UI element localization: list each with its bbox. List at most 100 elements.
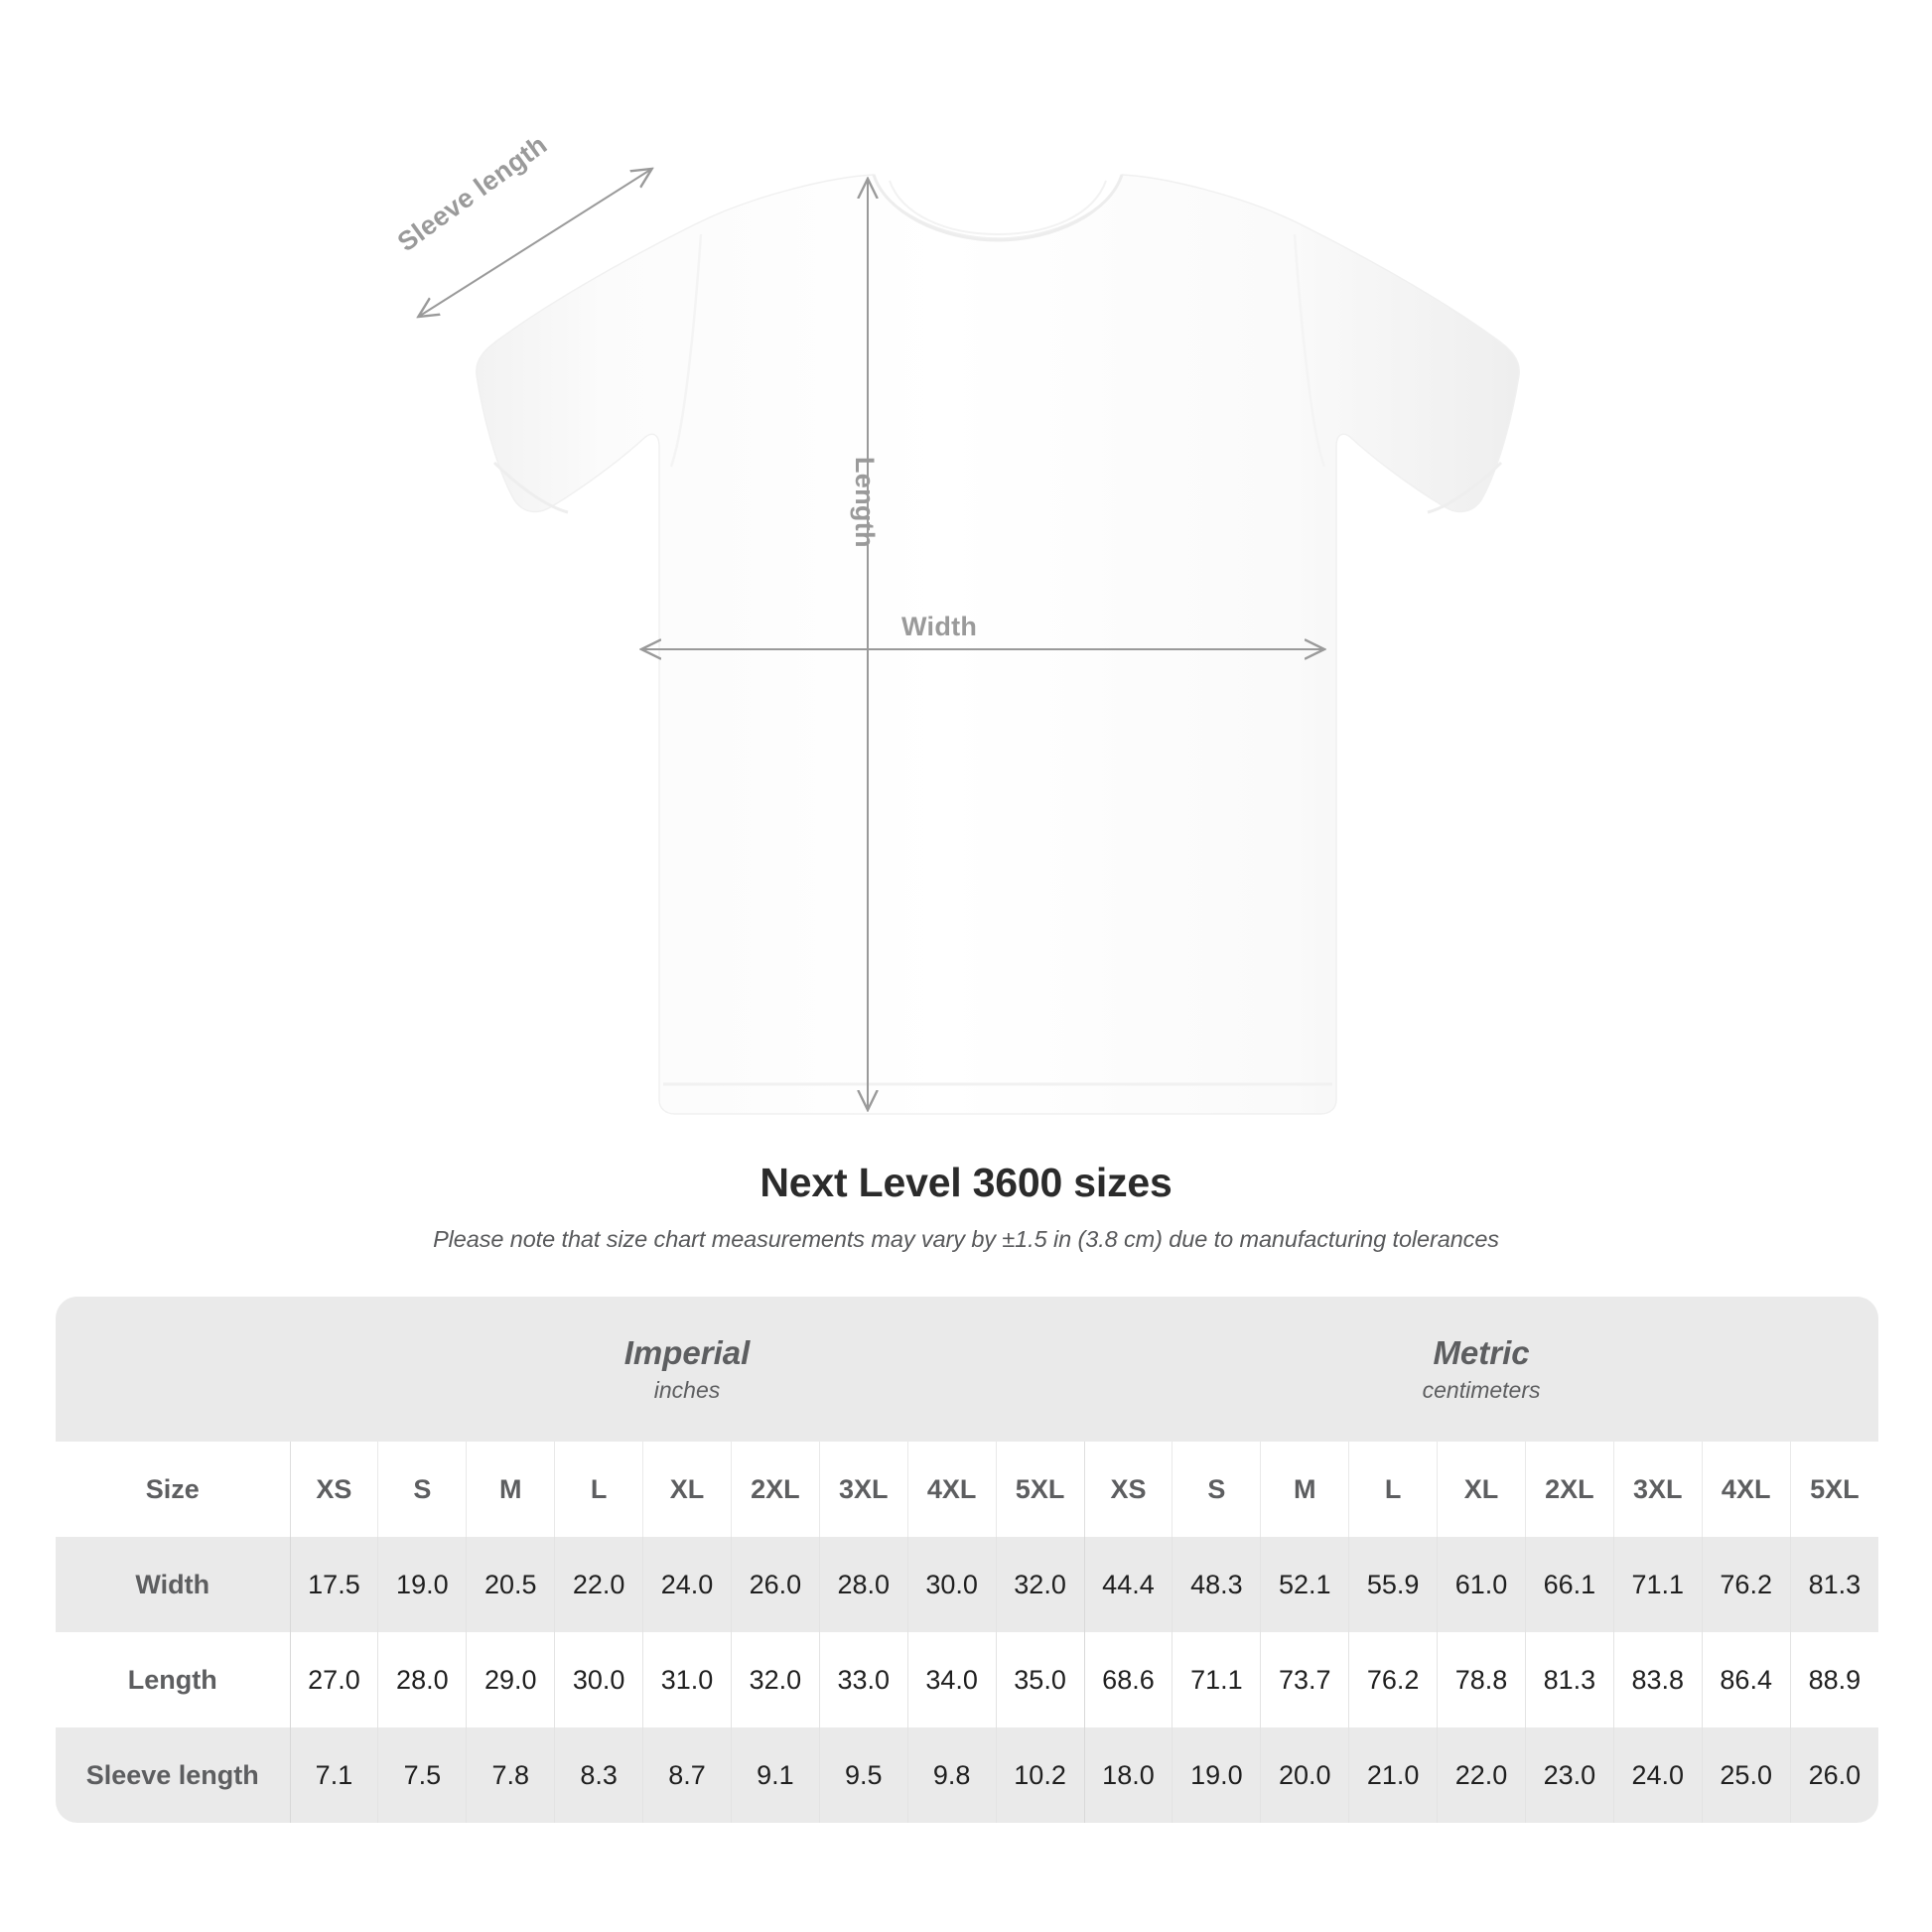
- cell-metric-sleeve-length-m: 20.0: [1260, 1727, 1349, 1823]
- cell-metric-length-l: 76.2: [1348, 1632, 1438, 1727]
- cell-imperial-width-5xl: 32.0: [995, 1537, 1085, 1632]
- size-header-metric-5xl: 5XL: [1789, 1442, 1879, 1537]
- cell-imperial-length-5xl: 35.0: [995, 1632, 1085, 1727]
- cell-metric-width-xs: 44.4: [1083, 1537, 1173, 1632]
- table-row: Width 17.5 19.0 20.5 22.0 24.0 26.0 28.0 30.0 32.…: [56, 1537, 1879, 1632]
- cell-imperial-length-2xl: 32.0: [730, 1632, 820, 1727]
- size-header-imperial-xl: XL: [642, 1442, 732, 1537]
- unit-group-imperial: Imperial inches: [290, 1297, 1085, 1442]
- cell-metric-width-3xl: 71.1: [1612, 1537, 1703, 1632]
- cell-metric-width-4xl: 76.2: [1701, 1537, 1791, 1632]
- table-corner-cell: [56, 1297, 290, 1442]
- cell-metric-sleeve-length-xs: 18.0: [1083, 1727, 1173, 1823]
- size-header-imperial-xs: XS: [289, 1442, 378, 1537]
- shirt-body: [476, 174, 1520, 1115]
- table-row: Length 27.0 28.0 29.0 30.0 31.0 32.0 33.0 34.0 35…: [56, 1632, 1879, 1727]
- cell-metric-width-s: 48.3: [1172, 1537, 1261, 1632]
- size-header-metric-xs: XS: [1083, 1442, 1173, 1537]
- cell-imperial-sleeve-length-xl: 8.7: [642, 1727, 732, 1823]
- cell-metric-sleeve-length-3xl: 24.0: [1612, 1727, 1703, 1823]
- sleeve-length-arrow: [420, 170, 650, 316]
- cell-imperial-sleeve-length-s: 7.5: [377, 1727, 467, 1823]
- cell-metric-width-2xl: 66.1: [1524, 1537, 1614, 1632]
- cell-metric-length-xl: 78.8: [1437, 1632, 1526, 1727]
- cell-imperial-sleeve-length-2xl: 9.1: [730, 1727, 820, 1823]
- size-header-imperial-2xl: 2XL: [730, 1442, 820, 1537]
- title-block: Next Level 3600 sizes Please note that s…: [0, 1160, 1932, 1253]
- row-label-width: Width: [56, 1537, 290, 1632]
- cell-metric-sleeve-length-xl: 22.0: [1437, 1727, 1526, 1823]
- cell-imperial-width-m: 20.5: [466, 1537, 555, 1632]
- cell-metric-sleeve-length-4xl: 25.0: [1701, 1727, 1791, 1823]
- size-header-metric-l: L: [1348, 1442, 1438, 1537]
- row-label-sleeve-length: Sleeve length: [56, 1727, 290, 1823]
- row-label-length: Length: [56, 1632, 290, 1727]
- unit-group-imperial-sub: inches: [653, 1377, 721, 1404]
- cell-metric-length-4xl: 86.4: [1701, 1632, 1791, 1727]
- tolerance-note: Please note that size chart measurements…: [433, 1226, 1499, 1252]
- size-header-imperial-5xl: 5XL: [995, 1442, 1085, 1537]
- cell-metric-sleeve-length-2xl: 23.0: [1524, 1727, 1614, 1823]
- unit-group-header-row: Imperial inches Metric centimeters: [56, 1297, 1879, 1442]
- size-header-imperial-l: L: [554, 1442, 643, 1537]
- cell-imperial-length-3xl: 33.0: [818, 1632, 908, 1727]
- cell-metric-sleeve-length-5xl: 26.0: [1789, 1727, 1879, 1823]
- cell-imperial-sleeve-length-xs: 7.1: [289, 1727, 378, 1823]
- cell-imperial-length-xs: 27.0: [289, 1632, 378, 1727]
- cell-metric-width-m: 52.1: [1260, 1537, 1349, 1632]
- size-header-metric-xl: XL: [1437, 1442, 1526, 1537]
- cell-imperial-length-s: 28.0: [377, 1632, 467, 1727]
- unit-group-imperial-name: Imperial: [623, 1333, 751, 1371]
- measurement-guides: [420, 170, 1322, 1108]
- cell-imperial-width-3xl: 28.0: [818, 1537, 908, 1632]
- size-table-container: Imperial inches Metric centimeters Size X…: [56, 1297, 1879, 1823]
- table-row: Sleeve length 7.1 7.5 7.8 8.3 8.7 9.1 9.5 9.8 10.…: [56, 1727, 1879, 1823]
- unit-group-metric-name: Metric: [1433, 1333, 1530, 1371]
- cell-metric-length-5xl: 88.9: [1789, 1632, 1879, 1727]
- cell-metric-width-xl: 61.0: [1437, 1537, 1526, 1632]
- cell-imperial-width-xl: 24.0: [642, 1537, 732, 1632]
- size-header-metric-3xl: 3XL: [1612, 1442, 1703, 1537]
- cell-imperial-width-xs: 17.5: [289, 1537, 378, 1632]
- cell-imperial-sleeve-length-l: 8.3: [554, 1727, 643, 1823]
- cell-metric-sleeve-length-l: 21.0: [1348, 1727, 1438, 1823]
- length-label: Length: [850, 457, 880, 548]
- cell-imperial-length-xl: 31.0: [642, 1632, 732, 1727]
- garment-diagram: Sleeve length Length Width: [0, 0, 1520, 1115]
- size-header-metric-s: S: [1172, 1442, 1261, 1537]
- unit-group-metric: Metric centimeters: [1084, 1297, 1879, 1442]
- cell-imperial-sleeve-length-4xl: 9.8: [906, 1727, 997, 1823]
- cell-metric-width-l: 55.9: [1348, 1537, 1438, 1632]
- size-header-metric-2xl: 2XL: [1524, 1442, 1614, 1537]
- cell-imperial-length-m: 29.0: [466, 1632, 555, 1727]
- cell-metric-length-xs: 68.6: [1083, 1632, 1173, 1727]
- size-row-label: Size: [56, 1442, 290, 1537]
- width-label: Width: [901, 612, 978, 641]
- size-header-imperial-3xl: 3XL: [818, 1442, 908, 1537]
- cell-metric-length-2xl: 81.3: [1524, 1632, 1614, 1727]
- size-header-row: Size XS S M L XL 2XL 3XL 4XL 5XL XS S M L XL 2XL 3XL 4XL 5…: [56, 1442, 1879, 1537]
- cell-imperial-width-l: 22.0: [554, 1537, 643, 1632]
- cell-metric-width-5xl: 81.3: [1789, 1537, 1879, 1632]
- cell-imperial-sleeve-length-3xl: 9.5: [818, 1727, 908, 1823]
- cell-imperial-sleeve-length-m: 7.8: [466, 1727, 555, 1823]
- cell-imperial-length-l: 30.0: [554, 1632, 643, 1727]
- t-shirt-illustration: [0, 0, 1520, 1115]
- unit-group-metric-sub: centimeters: [1422, 1377, 1541, 1404]
- cell-imperial-width-4xl: 30.0: [906, 1537, 997, 1632]
- cell-metric-length-m: 73.7: [1260, 1632, 1349, 1727]
- page-title: Next Level 3600 sizes: [759, 1160, 1173, 1205]
- cell-imperial-length-4xl: 34.0: [906, 1632, 997, 1727]
- cell-metric-sleeve-length-s: 19.0: [1172, 1727, 1261, 1823]
- cell-metric-length-3xl: 83.8: [1612, 1632, 1703, 1727]
- cell-imperial-width-s: 19.0: [377, 1537, 467, 1632]
- size-header-imperial-m: M: [466, 1442, 555, 1537]
- size-header-metric-4xl: 4XL: [1701, 1442, 1791, 1537]
- size-header-imperial-4xl: 4XL: [906, 1442, 997, 1537]
- size-header-imperial-s: S: [377, 1442, 467, 1537]
- cell-imperial-sleeve-length-5xl: 10.2: [995, 1727, 1085, 1823]
- size-table: Imperial inches Metric centimeters Size X…: [56, 1297, 1879, 1823]
- size-header-metric-m: M: [1260, 1442, 1349, 1537]
- cell-imperial-width-2xl: 26.0: [730, 1537, 820, 1632]
